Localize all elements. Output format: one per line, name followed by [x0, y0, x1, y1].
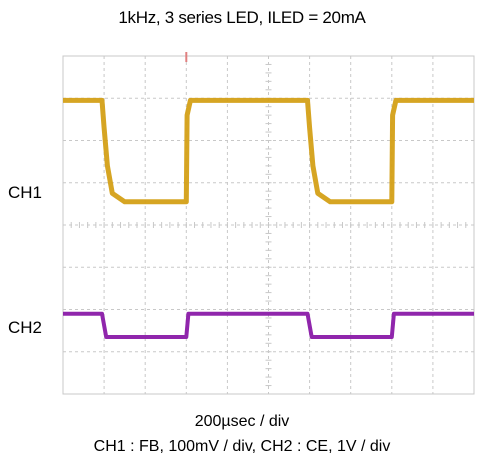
- chart-title: 1kHz, 3 series LED, ILED = 20mA: [118, 8, 366, 27]
- scope-grid: [62, 52, 475, 395]
- series-ch2-trace: [63, 311, 474, 339]
- scope-traces: [63, 97, 474, 339]
- series-ch1-trace: [63, 97, 474, 205]
- channel-scales-label: CH1 : FB, 100mV / div, CH2 : CE, 1V / di…: [93, 438, 391, 455]
- timebase-label: 200µsec / div: [194, 413, 290, 430]
- ch1-label: CH1: [8, 183, 43, 202]
- ch2-label: CH2: [8, 318, 43, 337]
